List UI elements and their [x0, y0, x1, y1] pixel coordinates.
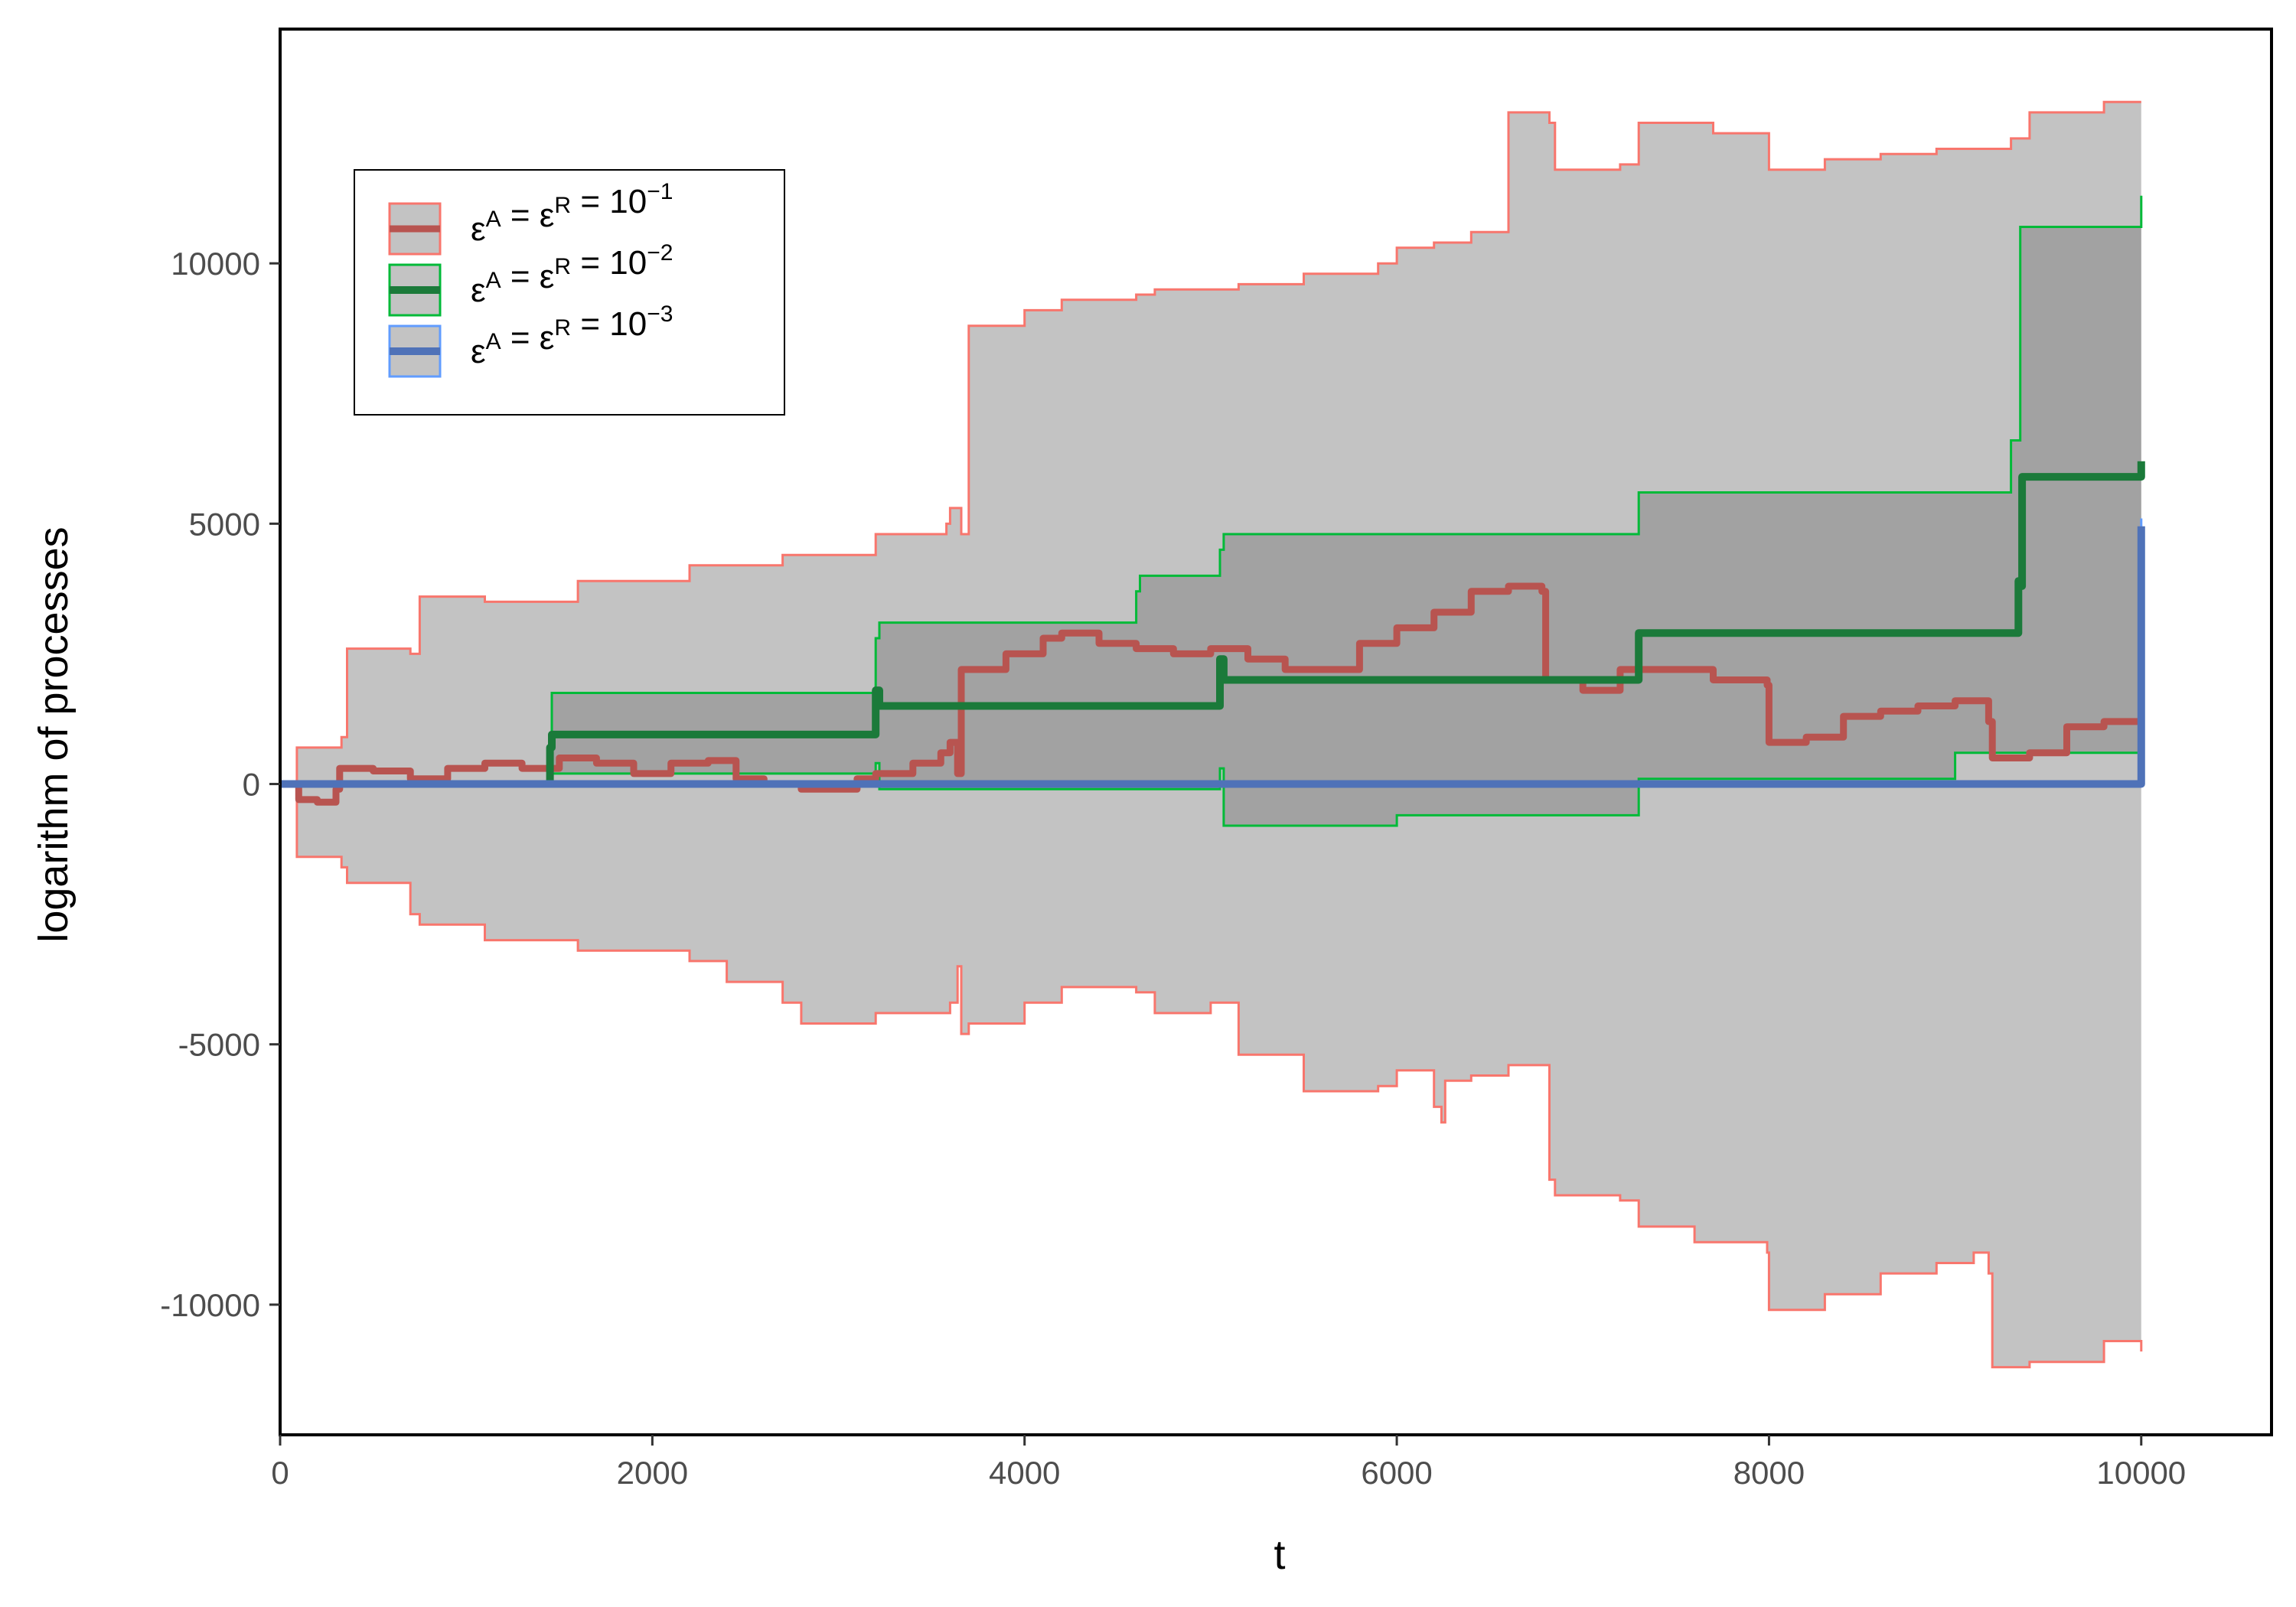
series-line-3: [280, 526, 2145, 788]
x-tick-label: 10000: [2096, 1455, 2186, 1491]
y-axis-title: logarithm of processes: [31, 526, 77, 942]
legend-superscript: R: [554, 254, 571, 279]
legend-superscript: A: [486, 268, 501, 293]
legend: εA = εR = 10−1εA = εR = 10−2εA = εR = 10…: [354, 169, 785, 416]
band-fill-series-1: [280, 102, 2141, 1367]
legend-superscript: −1: [647, 179, 673, 204]
legend-text-part: ε: [540, 197, 555, 234]
x-tick-label: 8000: [1733, 1455, 1805, 1491]
legend-superscript: R: [554, 193, 571, 218]
legend-text-part: = 10: [571, 183, 647, 220]
y-tick-label: 0: [243, 767, 260, 803]
x-tick-label: 0: [271, 1455, 289, 1491]
y-tick-label: -10000: [160, 1287, 260, 1323]
legend-text-part: = 10: [571, 305, 647, 343]
legend-text-part: ε: [540, 319, 555, 357]
legend-text-part: ε: [471, 333, 486, 370]
legend-text-part: ε: [471, 272, 486, 309]
legend-superscript: −3: [647, 302, 673, 327]
legend-text-part: ε: [471, 210, 486, 248]
band-lower-series-1: [280, 783, 2143, 1369]
y-tick-label: -5000: [178, 1027, 260, 1063]
band-upper-series-1: [280, 100, 2141, 785]
legend-label: εA = εR = 10−2: [471, 240, 673, 309]
axes: 0 2000 4000 6000 8000 10000 -10000 -5000 0 5000 10…: [160, 28, 2273, 1491]
x-tick-label: 2000: [617, 1455, 688, 1491]
legend-text-part: =: [501, 258, 540, 295]
series-lines: [280, 461, 2145, 806]
series-line-1: [280, 582, 2145, 806]
legend-text-part: ε: [540, 258, 555, 295]
legend-label: εA = εR = 10−3: [471, 302, 673, 370]
plot-border: [279, 28, 2273, 1436]
x-axis-title: t: [1274, 1532, 1285, 1578]
legend-text-part: = 10: [571, 244, 647, 282]
legend-superscript: R: [554, 315, 571, 341]
legend-superscript: −2: [647, 240, 673, 266]
x-tick-label: 6000: [1361, 1455, 1432, 1491]
y-tick-label: 10000: [171, 246, 260, 282]
band-upper-series-2: [280, 195, 2143, 785]
legend-superscript: A: [486, 329, 501, 354]
x-tick-label: 4000: [989, 1455, 1060, 1491]
legend-text-part: =: [501, 319, 540, 357]
series-line-2: [280, 461, 2145, 788]
legend-superscript: A: [486, 207, 501, 232]
legend-label: εA = εR = 10−1: [471, 179, 673, 248]
y-tick-label: 5000: [189, 506, 260, 542]
legend-text-part: =: [501, 197, 540, 234]
